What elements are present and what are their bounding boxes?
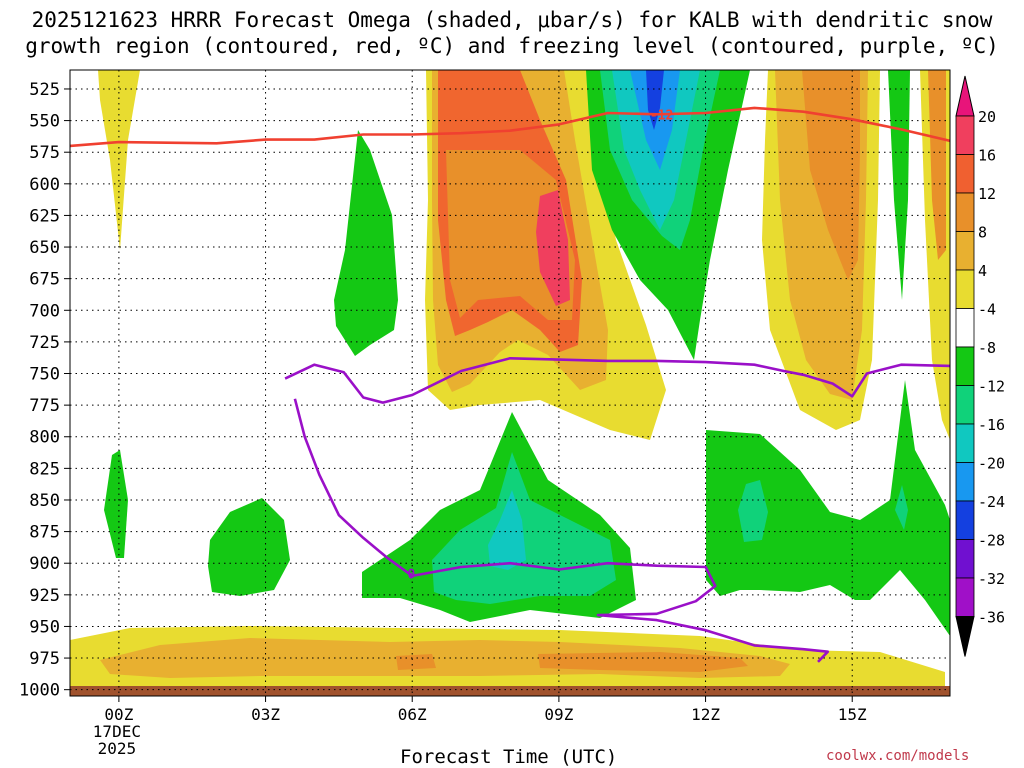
site-credit[interactable]: coolwx.com/models bbox=[826, 748, 970, 764]
colorbar-bin-3 bbox=[955, 231, 975, 271]
colorbar-top-triangle bbox=[955, 75, 975, 117]
ytick-label-900: 900 bbox=[29, 554, 60, 574]
contour-line-0 bbox=[70, 106, 950, 148]
contour-label-zero: 0 bbox=[407, 567, 415, 582]
omega-region-red-core bbox=[536, 190, 570, 306]
colorbar-label-13: -36 bbox=[978, 609, 1005, 627]
ytick-label-725: 725 bbox=[29, 333, 60, 353]
ytick-label-925: 925 bbox=[29, 586, 60, 606]
ytick-label-675: 675 bbox=[29, 270, 60, 290]
chart-title-line2: growth region (contoured, red, ºC) and f… bbox=[25, 34, 999, 58]
y-axis: 525 550 575 600 625 650 675 700 725 750 775 800 825 8… bbox=[19, 80, 70, 701]
ytick-label-575: 575 bbox=[29, 143, 60, 163]
omega-region-orange-lowband1 bbox=[396, 654, 436, 670]
omega-region-green-left bbox=[104, 450, 128, 558]
ytick-label-600: 600 bbox=[29, 175, 60, 195]
xtick-label-00Z: 00Z bbox=[104, 705, 133, 724]
colorbar-bin-4 bbox=[955, 269, 975, 309]
colorbar-bin-11 bbox=[955, 539, 975, 579]
x-axis-title: Forecast Time (UTC) bbox=[400, 746, 618, 768]
colorbar-bottom-triangle bbox=[955, 616, 975, 657]
xtick-date: 17DEC bbox=[93, 722, 141, 741]
xtick-label-09Z: 09Z bbox=[544, 705, 573, 724]
omega-region-green-03z bbox=[208, 498, 290, 596]
ytick-label-850: 850 bbox=[29, 491, 60, 511]
ytick-label-775: 775 bbox=[29, 396, 60, 416]
colorbar-bin-9 bbox=[955, 462, 975, 502]
ytick-label-975: 975 bbox=[29, 649, 60, 669]
colorbar-bin-6 bbox=[955, 346, 975, 386]
colorbar-bin-10 bbox=[955, 500, 975, 540]
xtick-label-03Z: 03Z bbox=[251, 705, 280, 724]
ytick-label-825: 825 bbox=[29, 459, 60, 479]
ytick-label-525: 525 bbox=[29, 80, 60, 100]
xtick-year: 2025 bbox=[98, 739, 137, 758]
contour-line-1 bbox=[284, 357, 950, 404]
ytick-label-750: 750 bbox=[29, 365, 60, 385]
chart-title-line1: 2025121623 HRRR Forecast Omega (shaded, … bbox=[31, 8, 993, 32]
omega-region-orange-lowband2 bbox=[538, 652, 748, 672]
colorbar-label-6: -8 bbox=[978, 339, 996, 357]
contour-label-minus12: -12 bbox=[650, 108, 673, 123]
colorbar-label-11: -28 bbox=[978, 532, 1005, 550]
colorbar-label-7: -12 bbox=[978, 378, 1005, 396]
ytick-label-875: 875 bbox=[29, 523, 60, 543]
omega-region-orange-farright bbox=[928, 70, 946, 260]
ytick-label-700: 700 bbox=[29, 301, 60, 321]
omega-region-green-05z bbox=[334, 130, 398, 356]
colorbar-label-4: 4 bbox=[978, 262, 987, 280]
terrain-ground bbox=[70, 686, 950, 696]
colorbar-bin-2 bbox=[955, 192, 975, 232]
omega-region-green-right-lower bbox=[706, 380, 950, 636]
ytick-label-1000: 1000 bbox=[19, 681, 60, 701]
colorbar-bin-8 bbox=[955, 423, 975, 463]
omega-region-teal-right-lower bbox=[738, 480, 768, 542]
ytick-label-625: 625 bbox=[29, 206, 60, 226]
colorbar-label-3: 8 bbox=[978, 224, 987, 242]
ytick-label-650: 650 bbox=[29, 238, 60, 258]
omega-shading bbox=[70, 70, 950, 696]
plot-frame bbox=[69, 69, 951, 697]
colorbar-label-8: -16 bbox=[978, 416, 1005, 434]
ytick-label-550: 550 bbox=[29, 112, 60, 132]
colorbar-bin-1 bbox=[955, 154, 975, 194]
colorbar-label-0: 20 bbox=[978, 108, 996, 126]
colorbar-bin-7 bbox=[955, 385, 975, 425]
colorbar: 20 16 12 8 4 -4 -8 -12 -16 -20 -24 -28 -32 -36 bbox=[955, 75, 1005, 657]
colorbar-label-5: -4 bbox=[978, 301, 996, 319]
colorbar-label-2: 12 bbox=[978, 185, 996, 203]
xtick-label-06Z: 06Z bbox=[398, 705, 427, 724]
omega-region-teal-right-lower2 bbox=[895, 485, 908, 530]
omega-region-green-strip bbox=[888, 70, 910, 300]
ytick-label-950: 950 bbox=[29, 617, 60, 637]
colorbar-bin-5 bbox=[955, 308, 975, 348]
ytick-label-800: 800 bbox=[29, 428, 60, 448]
xtick-label-12Z: 12Z bbox=[691, 705, 720, 724]
omega-region-orange-right bbox=[802, 70, 860, 280]
colorbar-bin-0 bbox=[955, 115, 975, 155]
colorbar-label-12: -32 bbox=[978, 570, 1005, 588]
omega-region-cyan-lower-center bbox=[488, 490, 526, 570]
colorbar-label-1: 16 bbox=[978, 147, 996, 165]
colorbar-bin-12 bbox=[955, 577, 975, 617]
omega-region-yellow-topleft bbox=[98, 70, 140, 250]
colorbar-label-9: -20 bbox=[978, 455, 1005, 473]
xtick-label-15Z: 15Z bbox=[838, 705, 867, 724]
colorbar-label-10: -24 bbox=[978, 493, 1005, 511]
